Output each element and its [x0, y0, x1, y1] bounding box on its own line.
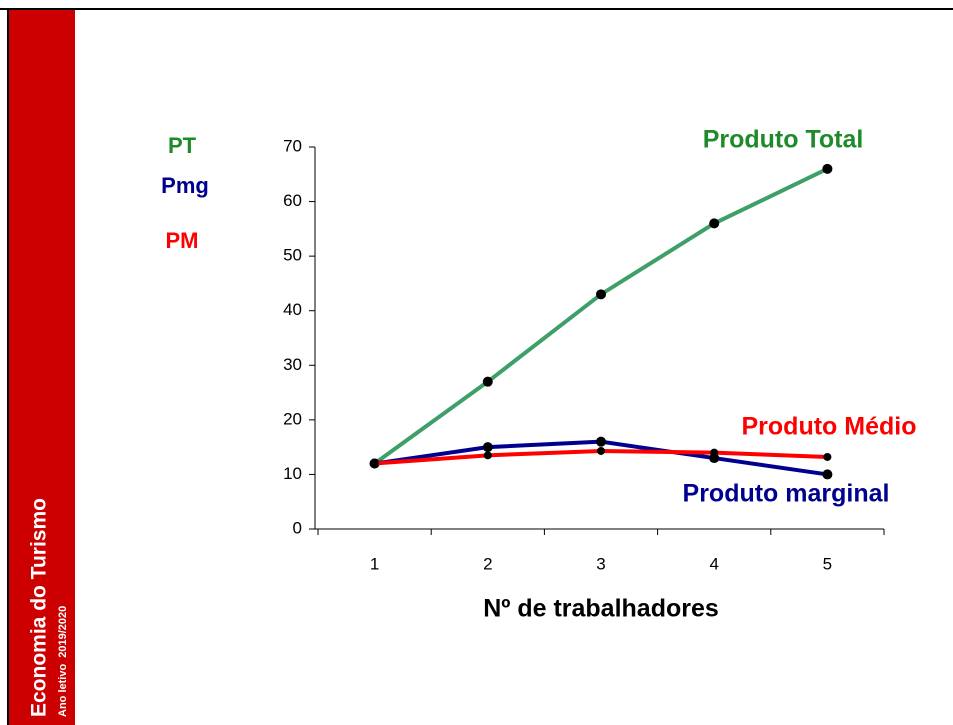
y-tick-label: 0: [293, 518, 302, 537]
y-tick-label: 10: [283, 464, 302, 483]
x-tick-label: 1: [370, 554, 379, 573]
point: [822, 469, 833, 480]
point: [482, 442, 493, 453]
sidebar: [9, 10, 75, 725]
point: [710, 448, 719, 457]
legend-short-name: PM: [166, 228, 199, 253]
series-label: Produto marginal: [683, 480, 890, 508]
series-label: Produto Médio: [742, 413, 917, 441]
point: [482, 376, 493, 387]
point: [370, 459, 379, 468]
point: [483, 451, 492, 460]
y-tick-label: 70: [283, 136, 302, 155]
legend-short-name: Pmg: [161, 173, 209, 198]
point: [823, 452, 832, 461]
x-tick-label: 5: [823, 554, 832, 573]
x-tick-label: 4: [709, 554, 718, 573]
y-tick-label: 20: [283, 409, 302, 428]
sidebar-subtitle: Ano letivo 2019/2020: [57, 606, 69, 717]
point: [596, 289, 606, 300]
sidebar-title: Economia do Turismo: [28, 498, 51, 717]
x-tick-label: 2: [483, 554, 492, 573]
legend-short-name: PT: [168, 133, 197, 158]
point: [822, 163, 833, 174]
series-label: Produto Total: [703, 126, 864, 154]
y-tick-label: 30: [283, 355, 302, 374]
x-axis-label: Nº de trabalhadores: [483, 595, 719, 623]
point: [596, 436, 606, 447]
y-tick-label: 60: [283, 191, 302, 210]
y-tick-label: 50: [283, 246, 302, 265]
x-tick-label: 3: [596, 554, 605, 573]
y-tick-label: 40: [283, 300, 302, 319]
point: [709, 218, 720, 229]
point: [597, 446, 605, 455]
